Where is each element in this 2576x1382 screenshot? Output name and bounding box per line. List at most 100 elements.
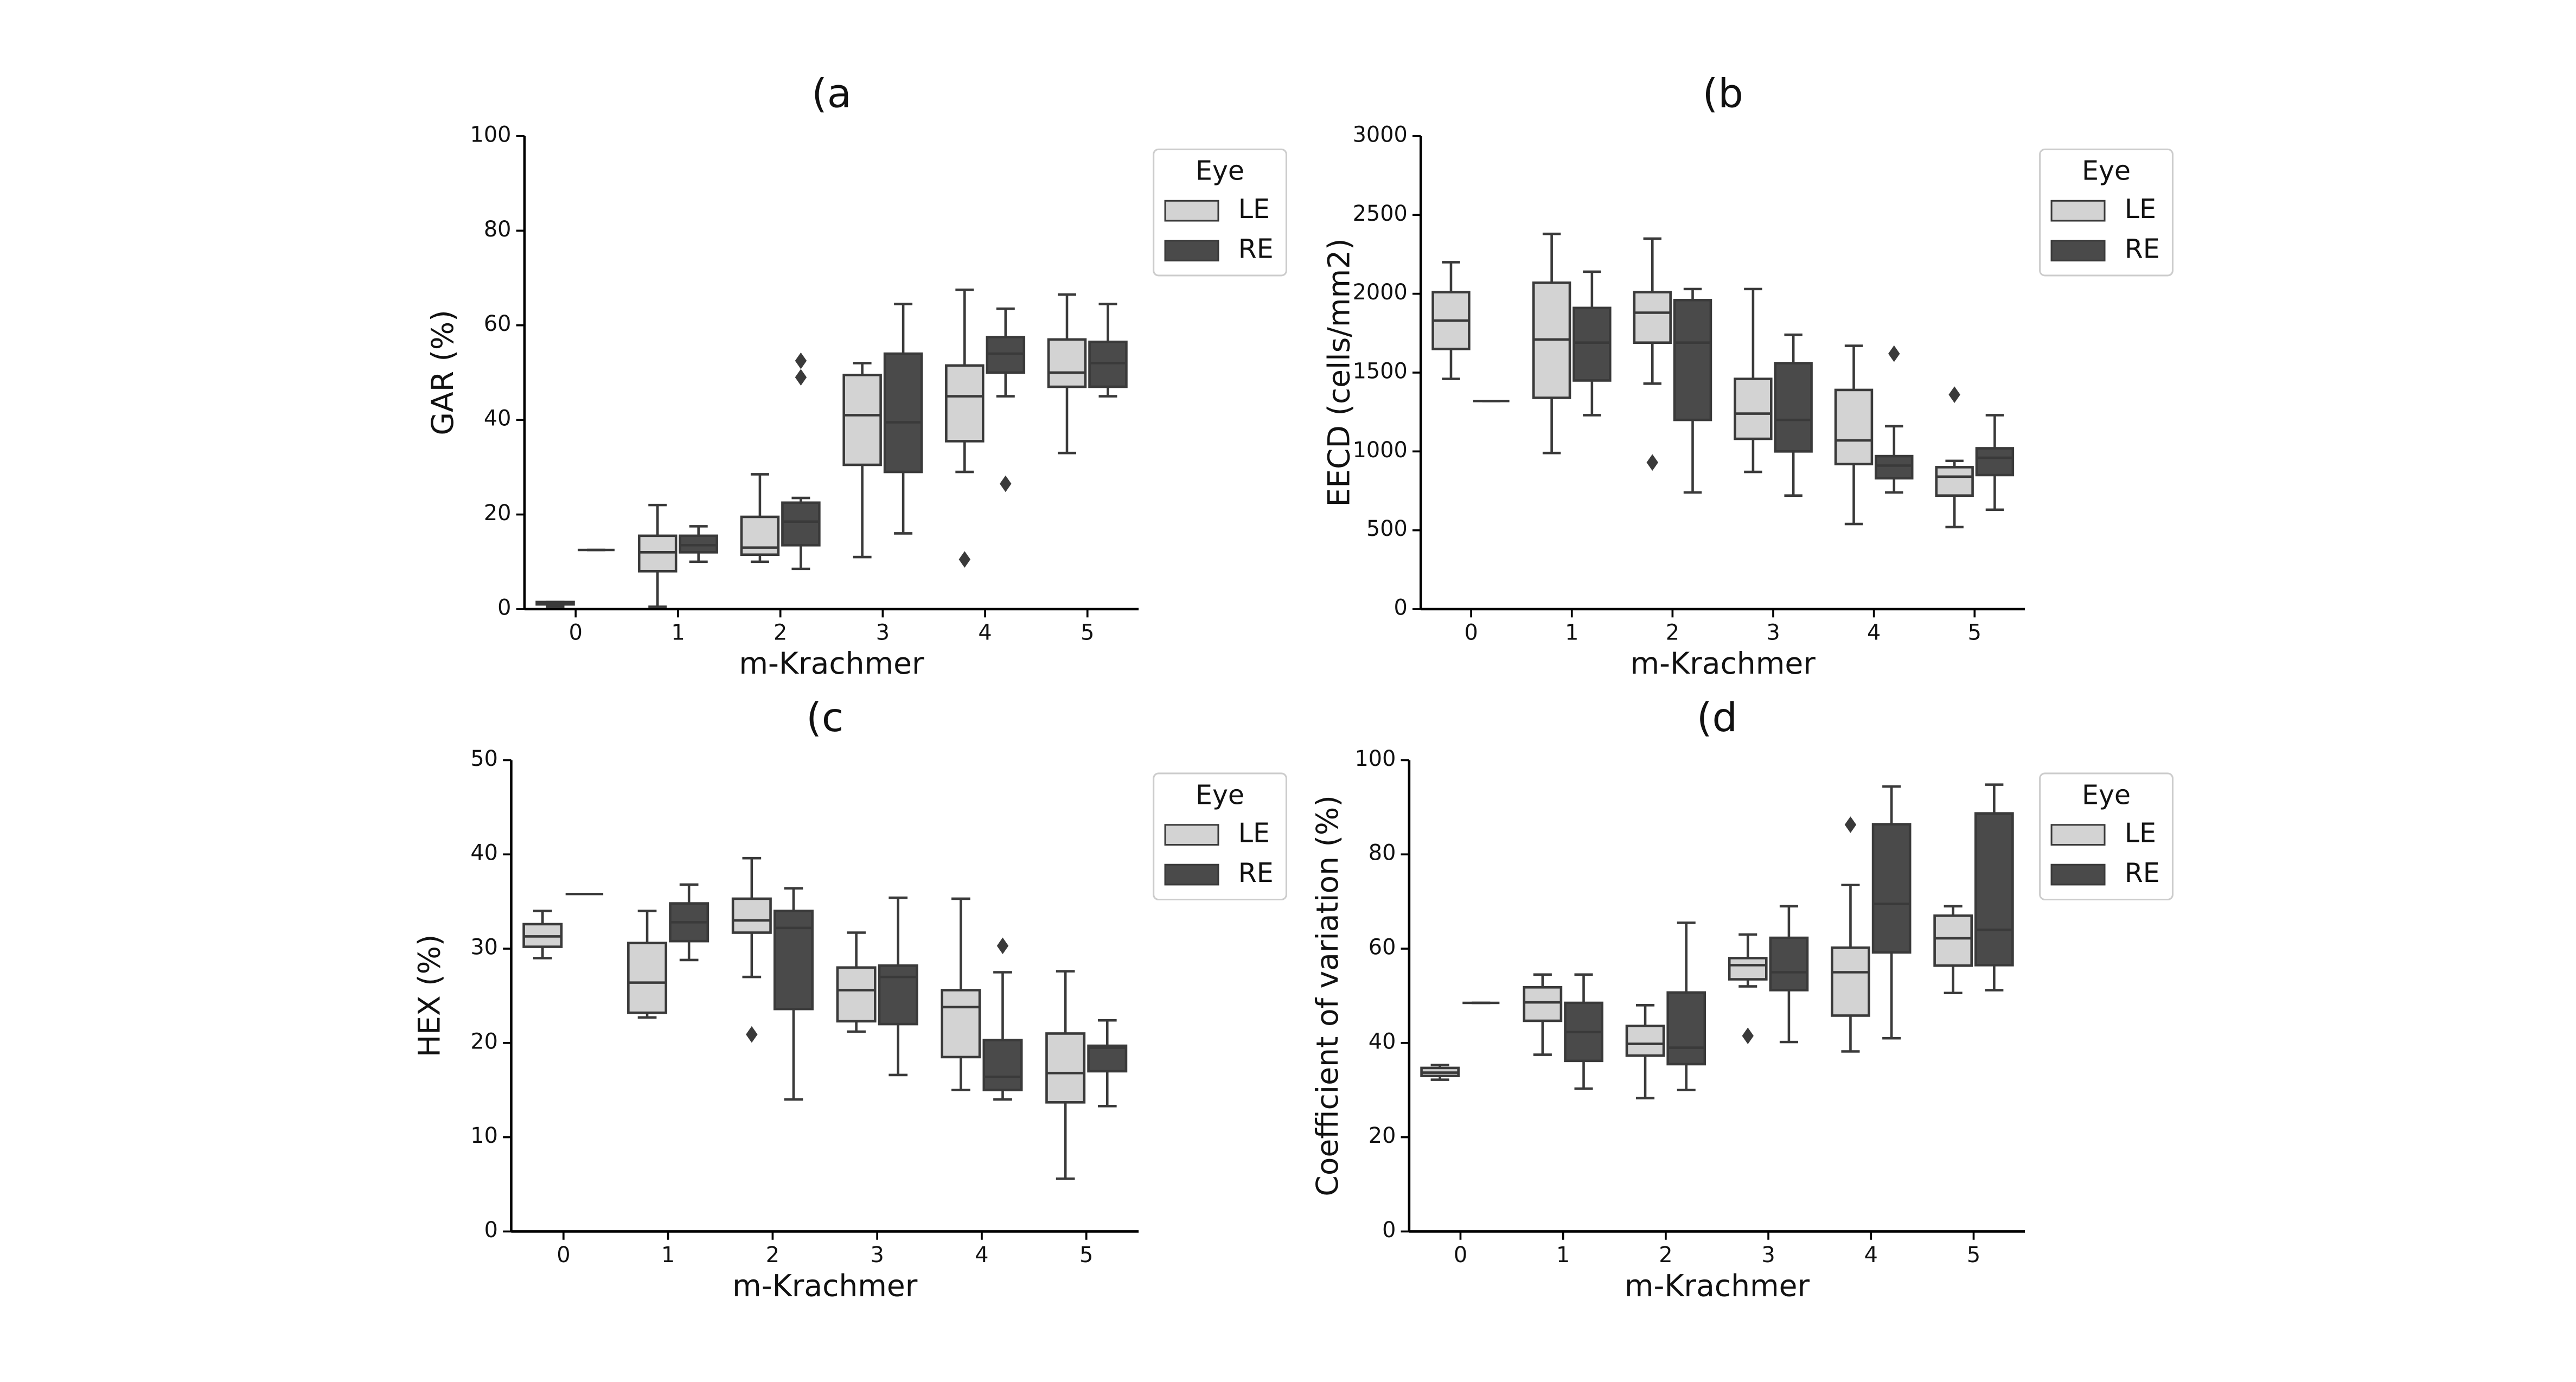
y-tick-label: 40 bbox=[470, 841, 498, 866]
legend-swatch bbox=[1164, 200, 1219, 222]
legend-title: Eye bbox=[2082, 156, 2131, 187]
box bbox=[1834, 388, 1874, 465]
x-tick-label: 0 bbox=[557, 1243, 570, 1268]
x-tick-label: 0 bbox=[569, 620, 583, 645]
y-tick-label: 2000 bbox=[1353, 280, 1408, 305]
box bbox=[836, 966, 877, 1023]
panel: (a m-Krachmer GAR (%) 0 20 40 60 80 100 0 1 2 3 4 5 Eye… bbox=[425, 71, 1287, 681]
y-tick-label: 20 bbox=[470, 1029, 498, 1054]
legend-label: RE bbox=[2125, 858, 2160, 888]
legend-label: LE bbox=[1238, 818, 1270, 849]
outlier bbox=[1000, 475, 1012, 492]
x-tick-label: 3 bbox=[871, 1243, 884, 1268]
x-tick-label: 5 bbox=[1967, 1243, 1980, 1268]
x-tick-label: 2 bbox=[1666, 620, 1679, 645]
y-axis-label: HEX (%) bbox=[412, 935, 447, 1058]
box bbox=[1974, 812, 2014, 967]
panel-title: (a bbox=[811, 71, 852, 117]
x-tick-label: 3 bbox=[1761, 1243, 1775, 1268]
legend-title: Eye bbox=[1196, 779, 1244, 810]
x-tick-label: 4 bbox=[1867, 620, 1881, 645]
legend-title: Eye bbox=[2082, 779, 2131, 810]
y-tick-label: 0 bbox=[1382, 1218, 1396, 1243]
x-tick-label: 1 bbox=[671, 620, 685, 645]
box bbox=[731, 897, 772, 934]
y-tick-label: 1000 bbox=[1353, 438, 1408, 463]
y-tick-label: 40 bbox=[1369, 1029, 1396, 1054]
y-tick-label: 20 bbox=[1369, 1123, 1396, 1148]
y-tick-label: 10 bbox=[470, 1123, 498, 1148]
x-tick-label: 0 bbox=[1454, 1243, 1467, 1268]
y-tick-label: 2500 bbox=[1353, 201, 1408, 226]
x-axis-label: m-Krachmer bbox=[1631, 646, 1816, 681]
box bbox=[1087, 1044, 1128, 1073]
y-axis-label: EECD (cells/mm2) bbox=[1322, 238, 1357, 507]
y-tick-label: 0 bbox=[484, 1218, 498, 1243]
box bbox=[1666, 991, 1706, 1066]
box bbox=[1975, 447, 2015, 477]
legend-swatch bbox=[1164, 240, 1219, 261]
y-tick-label: 60 bbox=[484, 311, 512, 336]
legend-swatch bbox=[2050, 200, 2106, 222]
legend-swatch bbox=[1164, 824, 1219, 846]
x-axis-label: m-Krachmer bbox=[1625, 1269, 1810, 1303]
outlier bbox=[1948, 386, 1960, 403]
legend-label: LE bbox=[2125, 194, 2156, 225]
box bbox=[1625, 1025, 1665, 1057]
box bbox=[1769, 936, 1809, 991]
x-tick-label: 0 bbox=[1464, 620, 1478, 645]
x-tick-label: 5 bbox=[1081, 620, 1094, 645]
x-tick-label: 2 bbox=[774, 620, 787, 645]
x-tick-label: 2 bbox=[766, 1243, 779, 1268]
x-tick-label: 1 bbox=[1565, 620, 1578, 645]
legend-label: RE bbox=[1238, 858, 1274, 888]
x-tick-label: 3 bbox=[1766, 620, 1780, 645]
panel: (d m-Krachmer Coefficient of variation (%)… bbox=[1310, 695, 2174, 1303]
y-tick-label: 0 bbox=[497, 595, 511, 620]
x-tick-label: 4 bbox=[975, 1243, 988, 1268]
legend-swatch bbox=[2050, 240, 2106, 261]
x-tick-label: 1 bbox=[661, 1243, 675, 1268]
x-tick-label: 2 bbox=[1659, 1243, 1672, 1268]
y-tick-label: 0 bbox=[1394, 595, 1408, 620]
box bbox=[1935, 466, 1974, 497]
box bbox=[740, 515, 780, 556]
x-axis-label: m-Krachmer bbox=[732, 1269, 918, 1303]
box bbox=[1523, 986, 1563, 1022]
x-tick-label: 1 bbox=[1556, 1243, 1570, 1268]
box bbox=[627, 942, 668, 1014]
legend-label: LE bbox=[2125, 818, 2156, 849]
y-tick-label: 100 bbox=[470, 122, 512, 147]
y-axis-label: GAR (%) bbox=[425, 310, 460, 435]
panel: (c m-Krachmer HEX (%) 0 10 20 30 40 50 0 1 2 3 4 5 Eye L… bbox=[412, 695, 1287, 1303]
y-tick-label: 30 bbox=[470, 935, 498, 960]
y-tick-label: 40 bbox=[484, 406, 512, 431]
box bbox=[982, 1039, 1023, 1092]
outlier bbox=[746, 1026, 758, 1043]
y-tick-label: 50 bbox=[470, 746, 498, 771]
y-tick-label: 20 bbox=[484, 501, 512, 526]
outlier bbox=[1646, 454, 1658, 471]
box bbox=[1045, 1032, 1086, 1104]
box bbox=[1047, 338, 1087, 388]
box bbox=[773, 910, 814, 1010]
legend-swatch bbox=[2050, 863, 2106, 886]
y-tick-label: 1500 bbox=[1353, 359, 1408, 383]
box bbox=[1734, 378, 1773, 440]
box bbox=[1875, 455, 1914, 480]
y-tick-label: 60 bbox=[1369, 935, 1396, 960]
outlier bbox=[1888, 345, 1900, 362]
box bbox=[1573, 306, 1612, 382]
panel-title: (c bbox=[806, 695, 843, 741]
x-tick-label: 4 bbox=[1864, 1243, 1878, 1268]
box bbox=[1673, 298, 1712, 421]
y-tick-label: 80 bbox=[1369, 841, 1396, 866]
outlier bbox=[795, 352, 807, 369]
legend-label: RE bbox=[2125, 234, 2160, 265]
x-tick-label: 3 bbox=[876, 620, 890, 645]
y-axis-label: Coefficient of variation (%) bbox=[1310, 795, 1345, 1197]
x-tick-label: 5 bbox=[1079, 1243, 1093, 1268]
